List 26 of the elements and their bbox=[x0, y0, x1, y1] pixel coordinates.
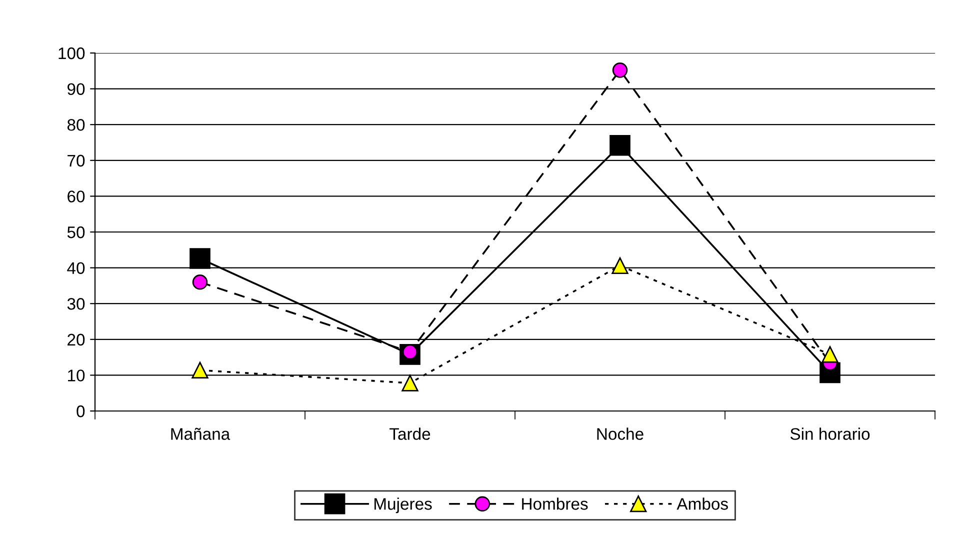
y-tick-label: 60 bbox=[68, 190, 85, 202]
y-tick-label: 80 bbox=[67, 119, 85, 131]
point bbox=[612, 257, 628, 274]
point bbox=[612, 62, 628, 78]
y-tick-label: 0 bbox=[76, 405, 85, 418]
x-tick-label: Mañana bbox=[171, 428, 230, 440]
point bbox=[192, 362, 208, 379]
y-tick-label: 50 bbox=[67, 226, 85, 238]
x-tick-label: Tarde bbox=[390, 428, 430, 440]
point bbox=[192, 274, 208, 290]
point bbox=[610, 134, 630, 156]
x-tick-label: Noche bbox=[597, 428, 644, 440]
y-tick-label: 40 bbox=[67, 262, 85, 274]
point bbox=[190, 248, 210, 269]
legend-label: Mujeres bbox=[374, 498, 432, 514]
legend-label: Ambos bbox=[676, 498, 728, 510]
point bbox=[402, 374, 418, 392]
y-tick-label: 90 bbox=[68, 83, 85, 96]
x-tick-label: Sin horario bbox=[790, 428, 870, 440]
point bbox=[822, 346, 838, 363]
y-tick-label: 100 bbox=[58, 47, 85, 60]
y-tick-label: 20 bbox=[68, 334, 85, 346]
legend-label: Hombres bbox=[522, 498, 588, 510]
y-tick-label: 10 bbox=[68, 370, 85, 382]
y-tick-label: 30 bbox=[67, 298, 85, 310]
y-tick-label: 70 bbox=[68, 154, 85, 167]
